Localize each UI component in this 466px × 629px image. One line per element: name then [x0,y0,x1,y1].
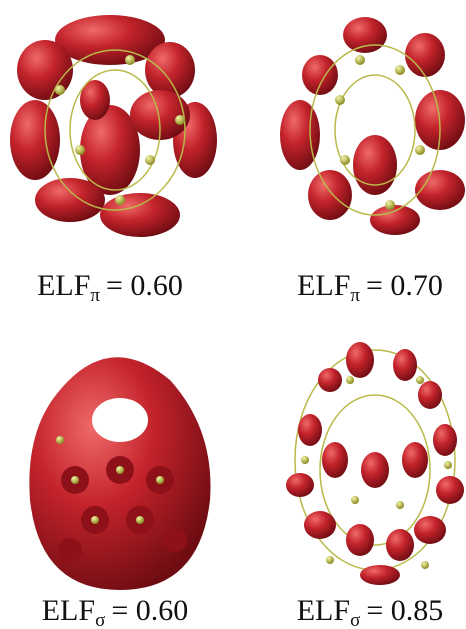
label-part: = 0.85 [366,594,443,627]
label-part: = 0.70 [366,269,443,302]
label-part: ELF [42,594,95,627]
label-part: σ [95,610,105,629]
molecule-image [286,342,464,585]
molecule-image [280,17,465,235]
label-part: π [350,285,360,306]
panel-label: ELFσ = 0.60 [42,594,189,629]
molecule-image [29,357,211,590]
panel-label: ELFπ = 0.70 [297,269,443,306]
label-part: ELF [37,269,90,302]
label-part: π [90,285,100,306]
label-part: = 0.60 [111,594,188,627]
label-part: = 0.60 [106,269,183,302]
label-part: ELF [297,594,350,627]
molecule-image [10,15,217,237]
label-part: σ [350,610,360,629]
panel-label: ELFσ = 0.85 [297,594,444,629]
label-part: ELF [297,269,350,302]
panel-label: ELFπ = 0.60 [37,269,183,306]
